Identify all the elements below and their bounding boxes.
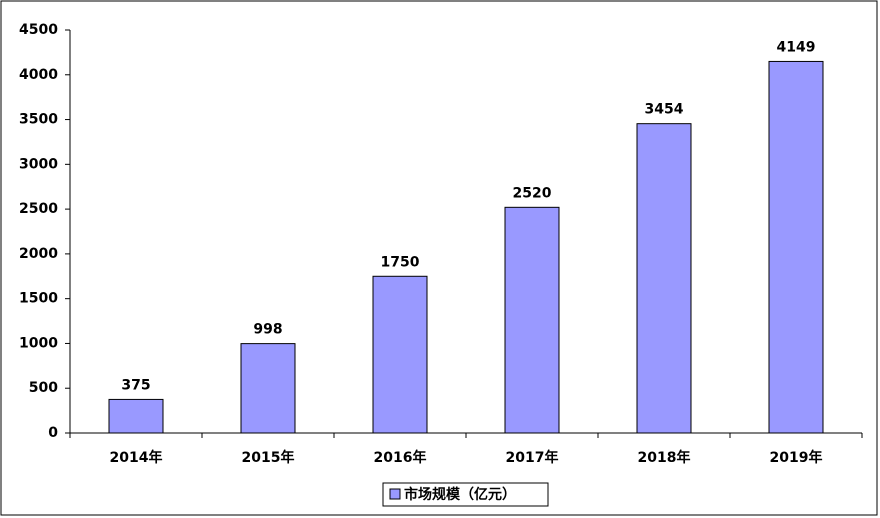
value-label: 1750 — [381, 254, 420, 270]
y-tick-label: 0 — [48, 425, 58, 441]
y-tick-label: 2000 — [19, 246, 58, 262]
value-label: 2520 — [513, 185, 552, 201]
y-tick-label: 500 — [29, 380, 58, 396]
bar — [240, 343, 296, 434]
bar — [768, 60, 824, 434]
value-label: 375 — [121, 377, 150, 393]
bar — [636, 123, 692, 434]
y-tick-label: 1000 — [19, 335, 58, 351]
y-tick-label: 3500 — [19, 112, 58, 128]
value-label: 4149 — [777, 39, 816, 55]
legend-swatch — [389, 488, 401, 500]
y-tick-label: 3000 — [19, 156, 58, 172]
y-tick-label: 4500 — [19, 22, 58, 38]
bar — [504, 206, 560, 434]
x-tick-label: 2016年 — [374, 449, 427, 466]
value-label: 3454 — [645, 102, 684, 118]
y-tick-label: 1500 — [19, 291, 58, 307]
x-tick-label: 2018年 — [638, 449, 691, 466]
x-tick-label: 2019年 — [770, 449, 823, 466]
bar — [108, 398, 164, 434]
x-tick-label: 2017年 — [506, 449, 559, 466]
y-tick-label: 2500 — [19, 201, 58, 217]
y-tick-label: 4000 — [19, 67, 58, 83]
value-label: 998 — [253, 322, 282, 338]
bar — [372, 275, 428, 434]
x-tick-label: 2014年 — [110, 449, 163, 466]
legend-label: 市场规模（亿元） — [404, 486, 516, 503]
x-tick-label: 2015年 — [242, 449, 295, 466]
legend-box — [382, 482, 549, 507]
